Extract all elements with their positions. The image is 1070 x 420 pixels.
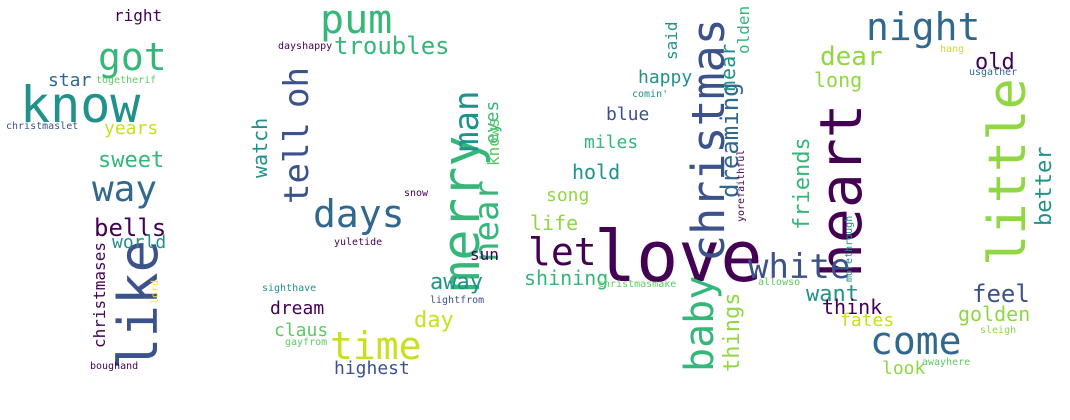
word-happy: happy [638,67,693,88]
word-olden: olden [734,5,753,54]
word-life: life [530,211,579,235]
word-like: like [107,239,170,370]
word-said: said [662,21,681,60]
word-old: old [975,50,1015,75]
word-knows: knows [484,117,503,166]
word-years: years [104,118,159,139]
word-know: know [20,76,141,134]
word-sighthave: sighthave [262,283,317,294]
word-got: got [98,35,167,79]
word-long: long [814,68,863,92]
word-night: night [866,5,981,49]
word-blue: blue [606,104,650,125]
word-man: man [447,90,487,152]
word-usgather: usgather [969,67,1018,78]
word-love: love [594,216,763,298]
word-watch: watch [248,117,272,178]
word-dayshappy: dayshappy [278,41,333,52]
word-baby: baby [677,275,723,372]
word-things: things [720,292,745,372]
word-lightfrom: lightfrom [430,295,485,306]
word-christmases: christmases [90,242,109,348]
word-lord: lord [150,279,161,304]
word-world: world [112,232,167,253]
word-gayfrom: gayfrom [285,337,328,348]
word-away: away [430,270,483,295]
word-dream: dream [270,298,325,319]
word-pum: pum [320,0,393,43]
word-come: come [870,319,962,363]
word-highest: highest [334,358,410,379]
word-snow: snow [404,188,429,199]
word-sun: sun [470,245,499,264]
word-morethrough: morethrough [844,215,855,282]
word-allowso: allowso [758,277,801,288]
word-awayhere: awayhere [922,357,971,368]
word-right: right [114,6,163,25]
word-day: day [414,308,454,333]
word-better: better [1032,146,1057,226]
word-sleigh: sleigh [980,325,1017,336]
word-christmaslet: christmaslet [6,121,79,132]
word-troubles: troubles [334,32,450,60]
word-golden: golden [958,302,1031,326]
word-sweet: sweet [98,148,165,173]
word-hold: hold [572,160,621,184]
word-feel: feel [972,280,1030,308]
word-tell: tell [277,122,317,204]
word-fates: fates [840,310,895,331]
word-way: way [92,169,158,210]
word-time: time [330,324,422,368]
word-yorefaithful: yorefaithful [736,149,747,222]
word-dear: dear [820,42,883,72]
word-want: want [806,282,859,307]
word-song: song [546,185,590,206]
word-boughand: boughand [90,361,139,372]
word-white: white [748,247,851,287]
word-bells: bells [94,214,167,242]
word-little: little [978,78,1038,266]
word-comin: comin' [632,89,669,100]
word-claus: claus [274,320,329,341]
word-shining: shining [524,266,609,290]
word-christmasmake: christmasmake [598,279,677,290]
word-star: star [48,70,92,91]
word-miles: miles [584,132,639,153]
word-togetherif: togetherif [96,75,157,86]
word-look: look [882,358,926,379]
word-oh: oh [277,67,317,108]
word-hang: hang [940,44,965,55]
word-yuletide: yuletide [334,237,383,248]
word-days: days [313,192,405,236]
word-think: think [822,295,883,319]
word-let: let [528,230,597,274]
word-friends: friends [790,137,815,230]
